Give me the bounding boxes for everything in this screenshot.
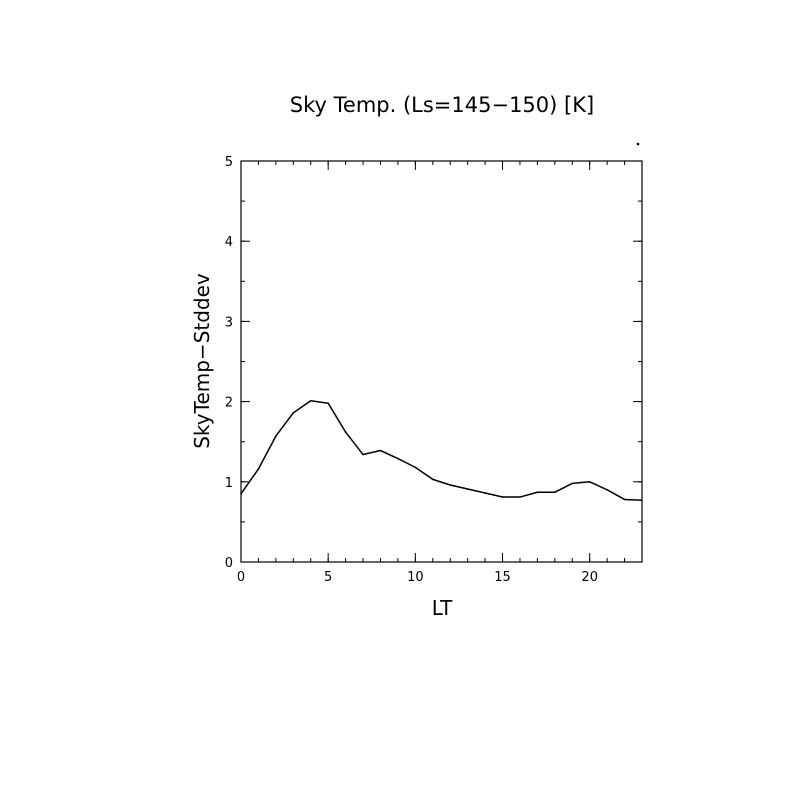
data-point	[449, 484, 452, 486]
data-point	[379, 449, 382, 452]
data-point	[554, 491, 556, 494]
axis-ticks	[240, 160, 643, 563]
data-point	[327, 402, 329, 405]
x-axis-title: LT	[432, 596, 453, 620]
corner-dot	[636, 142, 640, 146]
data-point	[484, 492, 486, 494]
data-point	[519, 496, 521, 498]
data-point	[623, 498, 626, 501]
y-axis-title: SkyTemp−Stddev	[190, 273, 214, 449]
data-point	[588, 481, 591, 483]
data-point	[571, 482, 574, 485]
x-tick-label: 20	[581, 570, 598, 585]
data-point	[431, 478, 434, 481]
y-tick-label: 4	[225, 235, 233, 250]
data-point	[275, 435, 277, 437]
y-tick-label: 3	[225, 315, 233, 330]
chart-title: Sky Temp. (Ls=145−150) [K]	[290, 93, 594, 117]
y-tick-label: 1	[225, 476, 233, 491]
data-point	[414, 466, 417, 469]
data-point	[257, 468, 260, 470]
data-point	[466, 488, 469, 490]
y-tick-label: 0	[225, 556, 233, 571]
axis-tick-labels: 0 5 10 15 20 0 1 2 3 4 5	[225, 155, 598, 585]
data-point	[362, 453, 364, 456]
data-point	[501, 496, 504, 498]
y-tick-label: 5	[225, 155, 233, 170]
x-tick-label: 0	[237, 570, 245, 585]
series-layer	[240, 399, 643, 502]
y-tick-label: 2	[225, 396, 233, 411]
x-tick-label: 5	[324, 570, 332, 585]
data-point	[344, 431, 347, 433]
data-point	[606, 489, 608, 491]
x-tick-label: 15	[494, 570, 511, 585]
series-line-0	[240, 400, 643, 501]
data-point	[536, 491, 539, 494]
data-point	[292, 412, 295, 414]
data-point	[309, 399, 312, 402]
x-tick-label: 10	[407, 570, 424, 585]
data-point	[397, 457, 399, 460]
plot-frame	[240, 160, 643, 563]
